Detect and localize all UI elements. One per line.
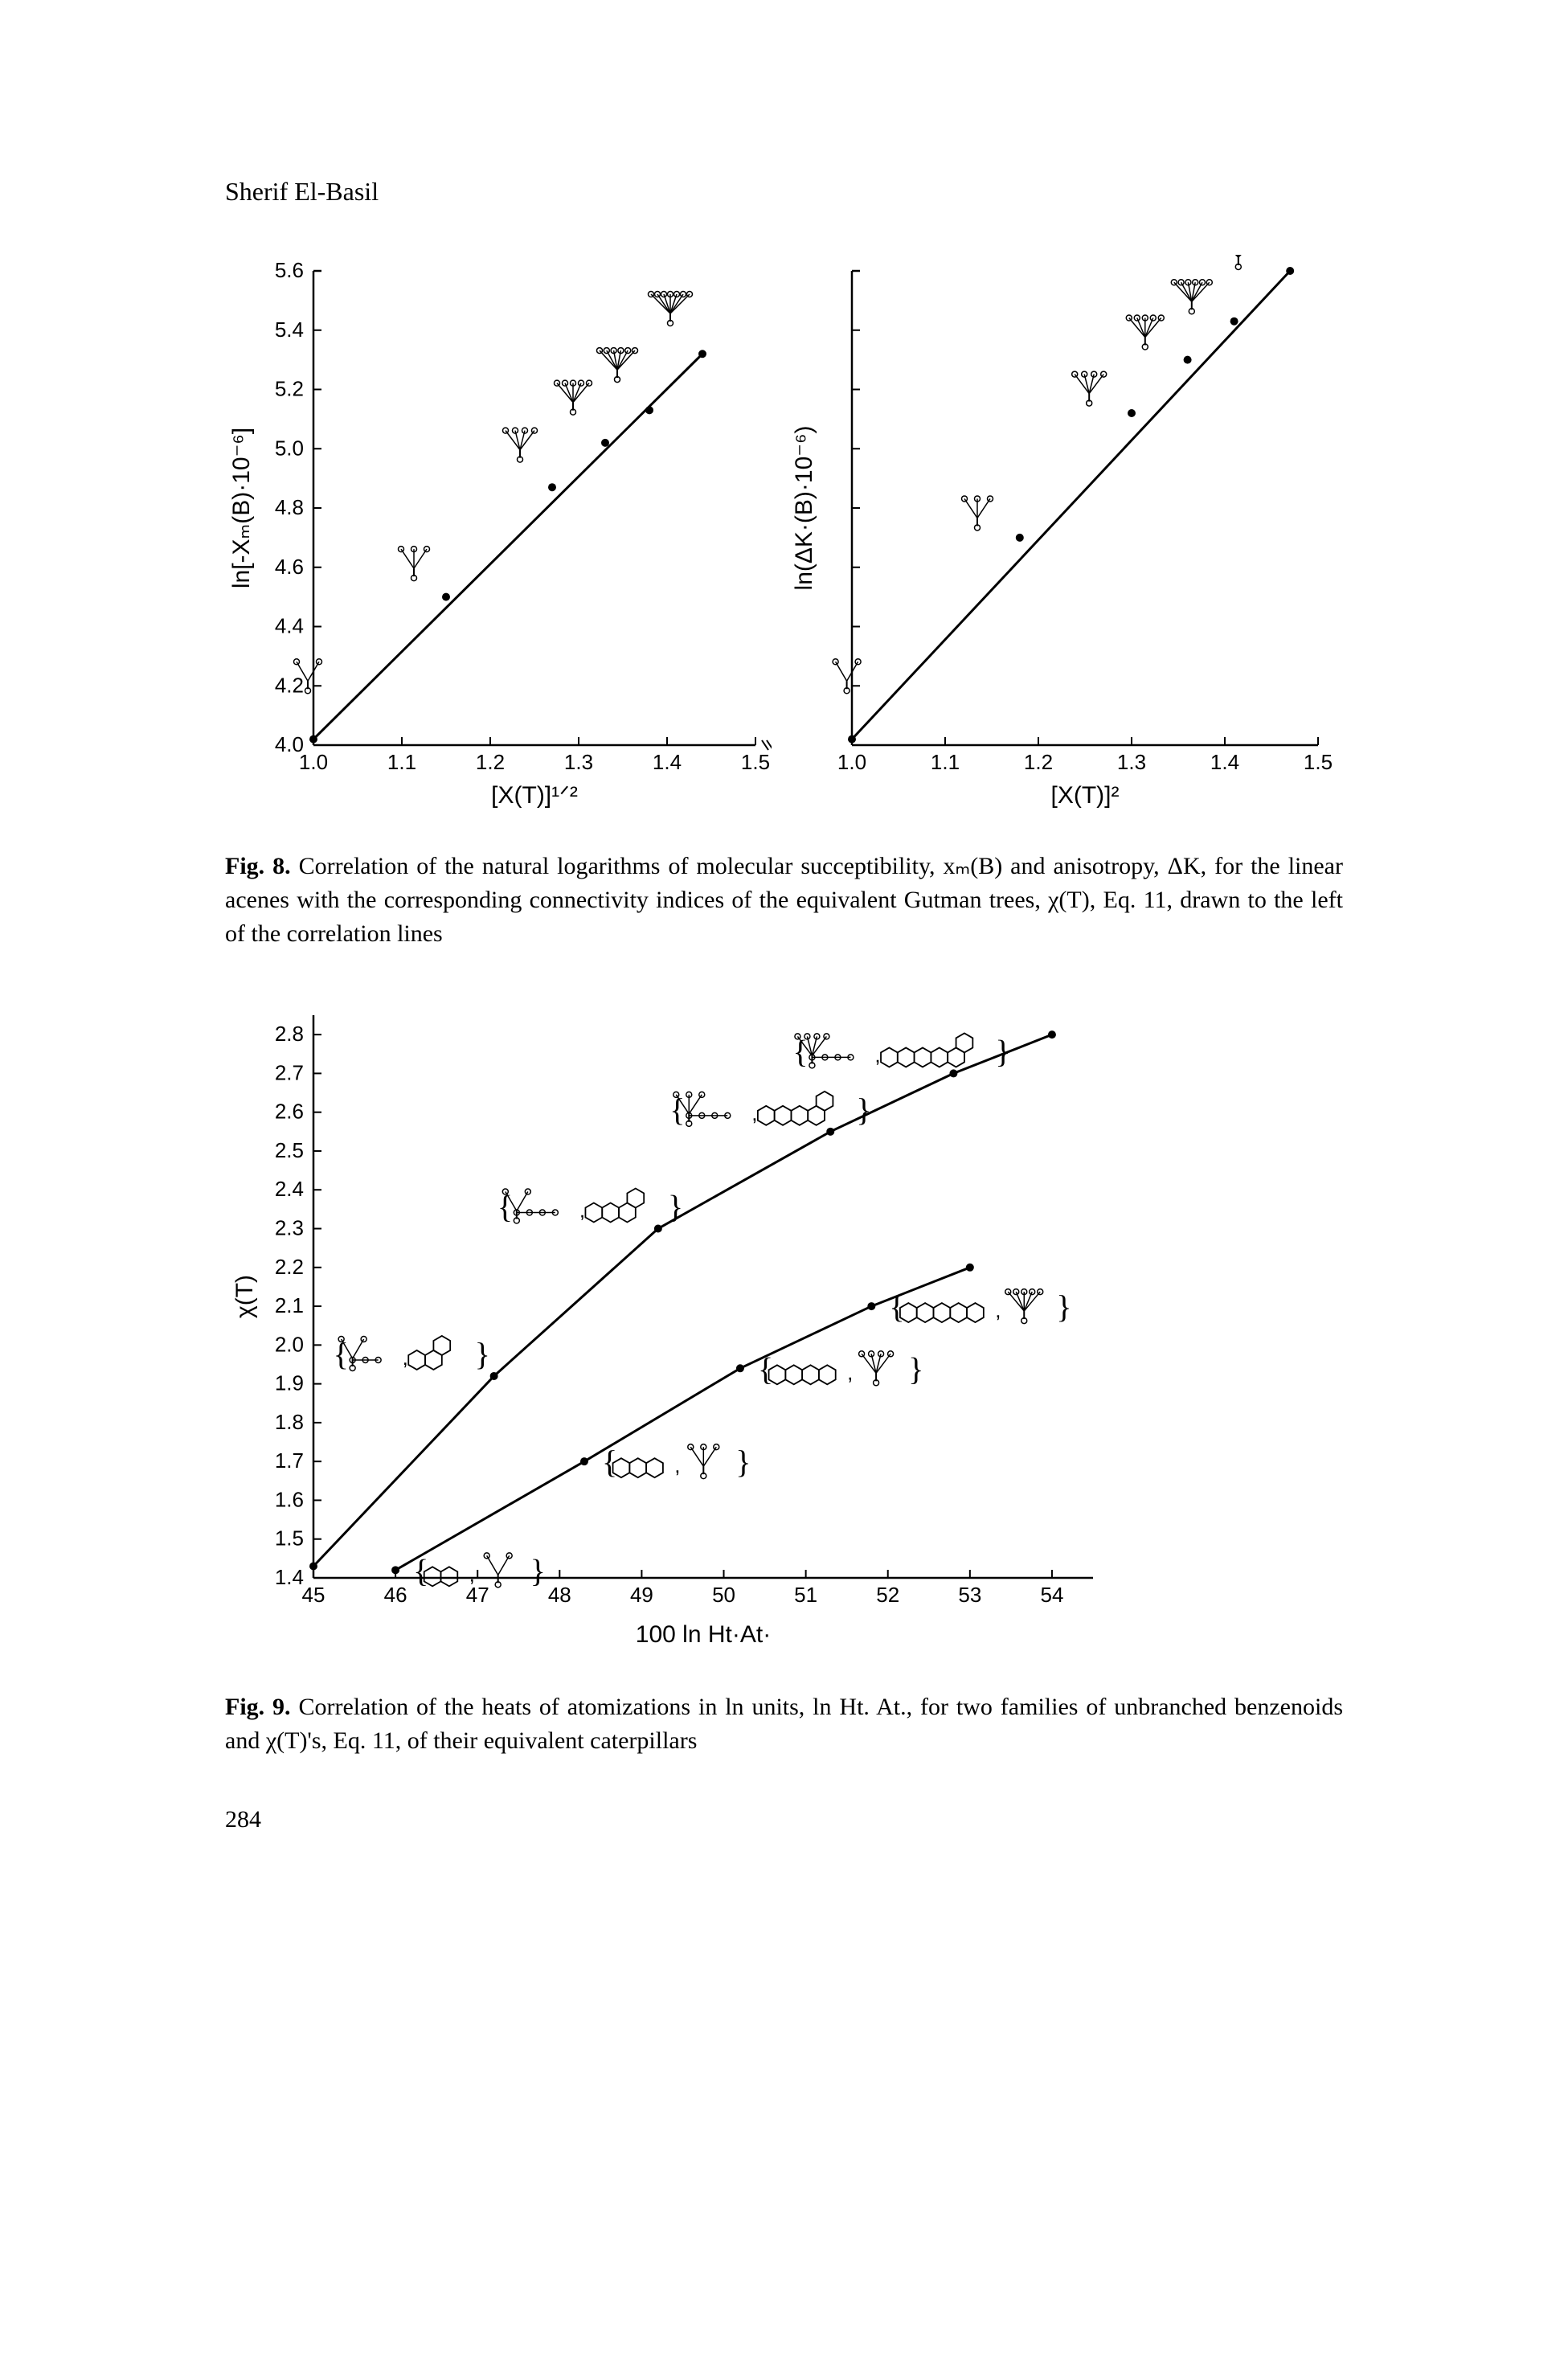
fig8-left-chart: 1.01.11.21.31.41.54.04.24.44.64.85.05.25… — [225, 255, 772, 817]
svg-text:[X(T)]²: [X(T)]² — [1051, 782, 1120, 809]
svg-text:2.7: 2.7 — [275, 1060, 304, 1084]
svg-text:1.4: 1.4 — [653, 750, 682, 774]
svg-text:52: 52 — [876, 1583, 899, 1607]
svg-text:1.3: 1.3 — [1117, 750, 1146, 774]
svg-text:5.0: 5.0 — [275, 436, 304, 460]
fig8-caption-text: Correlation of the natural logarithms of… — [225, 853, 1343, 947]
svg-text:2.1: 2.1 — [275, 1293, 304, 1317]
svg-text:[X(T)]¹ᐟ²: [X(T)]¹ᐟ² — [491, 782, 578, 809]
svg-text:1.5: 1.5 — [741, 750, 770, 774]
svg-text:,: , — [469, 1562, 475, 1586]
svg-text:,: , — [403, 1346, 408, 1370]
svg-text:1.1: 1.1 — [387, 750, 416, 774]
svg-text:1.5: 1.5 — [1304, 750, 1333, 774]
svg-text:1.1: 1.1 — [931, 750, 960, 774]
svg-text:χ(T): χ(T) — [231, 1275, 258, 1318]
svg-text:}: } — [530, 1552, 546, 1588]
svg-text:5.6: 5.6 — [275, 258, 304, 282]
svg-text:2.3: 2.3 — [275, 1216, 304, 1240]
svg-text:47: 47 — [466, 1583, 489, 1607]
fig8-caption: Fig. 8. Correlation of the natural logar… — [225, 850, 1343, 951]
svg-text:ln[-Xₘ(B)·10⁻⁶]: ln[-Xₘ(B)·10⁻⁶] — [228, 428, 255, 588]
svg-text:,: , — [579, 1198, 585, 1223]
author-name: Sherif El-Basil — [225, 177, 1343, 207]
fig9-chart: 45 46 47 48 49 50 51 52 53 54 1.4 1.5 1.6 1.7 1.8 1.9 2.… — [225, 999, 1109, 1658]
svg-text:1.3: 1.3 — [564, 750, 593, 774]
svg-text:54: 54 — [1040, 1583, 1063, 1607]
svg-text:}: } — [668, 1189, 683, 1225]
svg-text:,: , — [847, 1360, 853, 1384]
svg-text:51: 51 — [794, 1583, 817, 1607]
svg-text:,: , — [995, 1298, 1001, 1322]
svg-text:}: } — [1056, 1288, 1071, 1325]
svg-text:46: 46 — [384, 1583, 407, 1607]
svg-text:1.7: 1.7 — [275, 1448, 304, 1473]
fig8-right-chart: 1.0 1.1 1.2 1.3 1.4 1.5 [X(T)]² ln(ΔK·(B)·10⁻⁶) — [788, 255, 1334, 817]
svg-text:ln(ΔK·(B)·10⁻⁶): ln(ΔK·(B)·10⁻⁶) — [791, 426, 817, 591]
svg-text:}: } — [856, 1092, 871, 1128]
svg-text:45: 45 — [302, 1583, 325, 1607]
svg-text:53: 53 — [958, 1583, 981, 1607]
svg-text:1.8: 1.8 — [275, 1410, 304, 1434]
svg-text:4.0: 4.0 — [275, 732, 304, 756]
svg-text:2.8: 2.8 — [275, 1022, 304, 1046]
svg-text:5.2: 5.2 — [275, 377, 304, 401]
svg-text:4.2: 4.2 — [275, 673, 304, 697]
svg-text:1.2: 1.2 — [1024, 750, 1053, 774]
svg-text:1.0: 1.0 — [837, 750, 866, 774]
svg-text:48: 48 — [548, 1583, 571, 1607]
svg-text:}: } — [908, 1350, 923, 1387]
fig8-caption-label: Fig. 8. — [225, 853, 291, 879]
page-number: 284 — [225, 1806, 1343, 1833]
svg-text:}: } — [735, 1444, 751, 1480]
svg-text:2.6: 2.6 — [275, 1100, 304, 1124]
svg-text:1.6: 1.6 — [275, 1487, 304, 1511]
svg-text:5.4: 5.4 — [275, 318, 304, 342]
svg-text:1.9: 1.9 — [275, 1371, 304, 1395]
figure-9: 45 46 47 48 49 50 51 52 53 54 1.4 1.5 1.6 1.7 1.8 1.9 2.… — [225, 999, 1343, 1758]
svg-text:100 ln Ht·At·: 100 ln Ht·At· — [636, 1621, 771, 1648]
figure-8: 1.0 1.1 1.2 1.3 1.4 1.5 4.0 4.2 4.4 4.6 4.8 5.0 5.2 5… — [225, 255, 1343, 951]
svg-text:4.4: 4.4 — [275, 614, 304, 638]
svg-text:}: } — [995, 1033, 1010, 1069]
svg-text:1.4: 1.4 — [1210, 750, 1239, 774]
svg-text:,: , — [751, 1101, 757, 1125]
fig9-caption-label: Fig. 9. — [225, 1694, 291, 1720]
svg-text:,: , — [874, 1043, 880, 1067]
svg-text:50: 50 — [712, 1583, 735, 1607]
svg-text:2.0: 2.0 — [275, 1332, 304, 1356]
svg-text:2.5: 2.5 — [275, 1138, 304, 1162]
svg-text:4.8: 4.8 — [275, 495, 304, 519]
svg-text:1.5: 1.5 — [275, 1526, 304, 1551]
svg-text:2.2: 2.2 — [275, 1255, 304, 1279]
svg-text:2.4: 2.4 — [275, 1177, 304, 1201]
svg-text:1.4: 1.4 — [275, 1565, 304, 1589]
svg-text:49: 49 — [630, 1583, 653, 1607]
fig9-caption-text: Correlation of the heats of atomizations… — [225, 1694, 1343, 1754]
svg-text:,: , — [674, 1453, 680, 1477]
svg-text:4.6: 4.6 — [275, 555, 304, 579]
svg-text:1.2: 1.2 — [476, 750, 505, 774]
fig9-caption: Fig. 9. Correlation of the heats of atom… — [225, 1690, 1343, 1758]
svg-text:}: } — [475, 1336, 490, 1372]
